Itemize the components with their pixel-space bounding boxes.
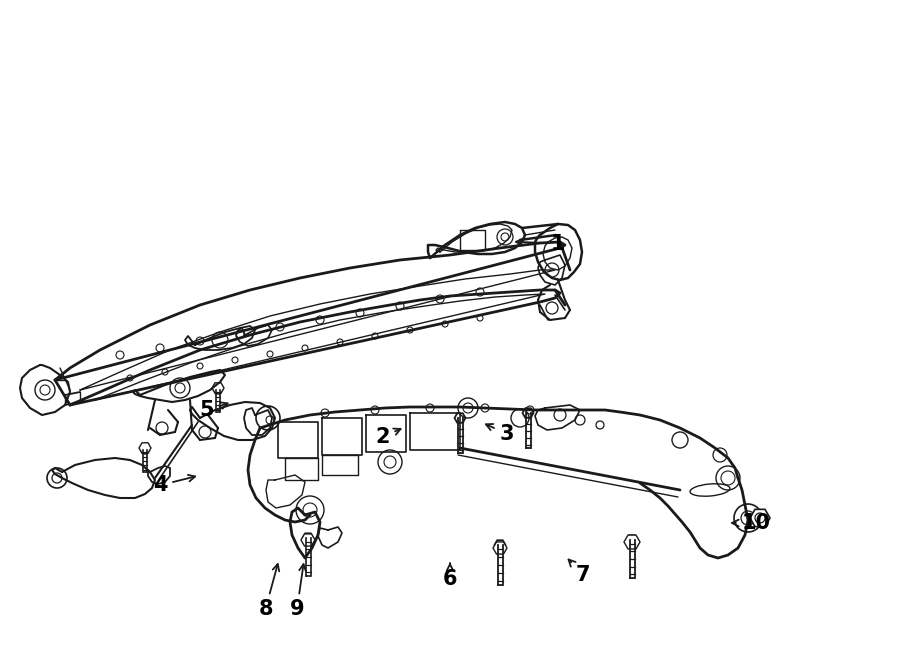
Text: 8: 8 [258,564,279,619]
Text: 7: 7 [569,559,590,585]
Polygon shape [493,542,507,554]
Text: 10: 10 [732,513,770,533]
Polygon shape [301,534,315,546]
Polygon shape [750,509,770,527]
Text: 5: 5 [200,401,228,420]
Text: 3: 3 [486,424,514,444]
Text: 6: 6 [443,563,457,589]
Polygon shape [140,446,149,454]
Text: 9: 9 [290,564,306,619]
Polygon shape [624,535,640,549]
Polygon shape [212,383,224,393]
Polygon shape [523,408,534,418]
Polygon shape [302,533,313,543]
Text: 1: 1 [516,234,565,254]
Polygon shape [213,386,222,394]
Polygon shape [494,540,506,549]
Polygon shape [139,443,151,453]
Text: 4: 4 [153,475,195,495]
Polygon shape [454,413,465,423]
Polygon shape [626,536,637,545]
Text: 2: 2 [375,427,401,447]
